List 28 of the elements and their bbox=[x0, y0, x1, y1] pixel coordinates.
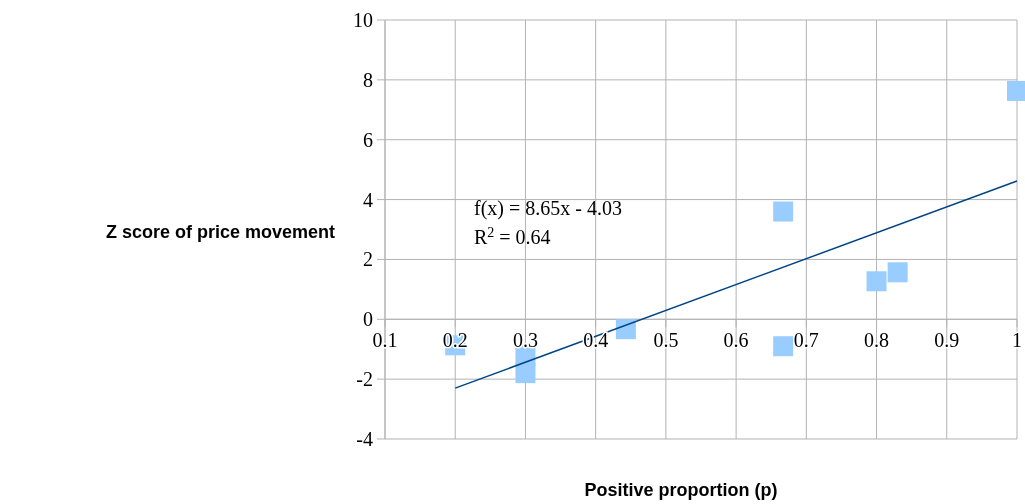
y-tick-label: 6 bbox=[363, 128, 373, 151]
point bbox=[773, 336, 794, 357]
x-tick-label: 0.1 bbox=[372, 329, 398, 352]
x-tick-label: 0.6 bbox=[723, 329, 749, 352]
point bbox=[515, 363, 536, 384]
x-tick-label: 0.8 bbox=[864, 329, 890, 352]
y-tick-label: -4 bbox=[356, 428, 373, 450]
x-tick-label: 0.4 bbox=[583, 329, 609, 352]
y-tick-label: 0 bbox=[363, 308, 373, 331]
y-tick-label: 10 bbox=[353, 9, 373, 31]
y-tick-label: 8 bbox=[363, 68, 373, 91]
annotation: f(x) = 8.65x - 4.03 bbox=[474, 197, 622, 220]
point bbox=[773, 201, 794, 222]
point bbox=[866, 271, 887, 292]
annotation: R$^{2}$ = 0.64 bbox=[474, 224, 551, 248]
y-tick-label: -2 bbox=[356, 368, 373, 391]
x-tick-label: 0.9 bbox=[934, 329, 960, 352]
x-tick-label: 0.7 bbox=[793, 329, 819, 352]
y-axis-title: Z score of price movement bbox=[105, 222, 335, 242]
y-tick-label: 4 bbox=[363, 188, 373, 211]
x-tick-label: 1 bbox=[1012, 329, 1022, 352]
x-tick-label: 0.5 bbox=[653, 329, 679, 352]
x-axis-title: Positive proportion (p) bbox=[584, 480, 778, 500]
x-tick-label: 0.3 bbox=[512, 329, 538, 352]
y-tick-label: 2 bbox=[363, 248, 373, 271]
point bbox=[887, 262, 908, 283]
point bbox=[615, 319, 636, 340]
x-tick-label: 0.2 bbox=[442, 329, 468, 352]
